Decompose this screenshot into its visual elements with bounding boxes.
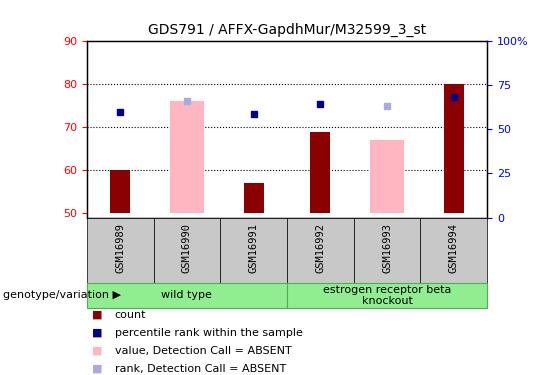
Text: GSM16992: GSM16992 [315,223,325,273]
Text: count: count [115,310,146,320]
Title: GDS791 / AFFX-GapdhMur/M32599_3_st: GDS791 / AFFX-GapdhMur/M32599_3_st [148,23,426,38]
Text: GSM16991: GSM16991 [249,223,259,273]
Bar [444,84,464,213]
Text: ■: ■ [92,364,103,374]
Text: GSM16994: GSM16994 [449,223,459,273]
Bar [110,170,130,213]
Text: genotype/variation ▶: genotype/variation ▶ [3,290,121,300]
Bar [170,101,204,213]
Text: wild type: wild type [161,290,212,300]
Text: percentile rank within the sample: percentile rank within the sample [115,328,302,338]
Text: estrogen receptor beta
knockout: estrogen receptor beta knockout [323,285,451,306]
Text: ■: ■ [92,310,103,320]
Text: GSM16989: GSM16989 [115,223,125,273]
Bar [370,140,404,213]
Text: rank, Detection Call = ABSENT: rank, Detection Call = ABSENT [115,364,286,374]
Bar [244,183,264,213]
Text: GSM16990: GSM16990 [182,223,192,273]
Text: ■: ■ [92,328,103,338]
Text: GSM16993: GSM16993 [382,223,392,273]
Bar [310,132,330,213]
Text: ■: ■ [92,346,103,356]
Text: value, Detection Call = ABSENT: value, Detection Call = ABSENT [115,346,292,356]
